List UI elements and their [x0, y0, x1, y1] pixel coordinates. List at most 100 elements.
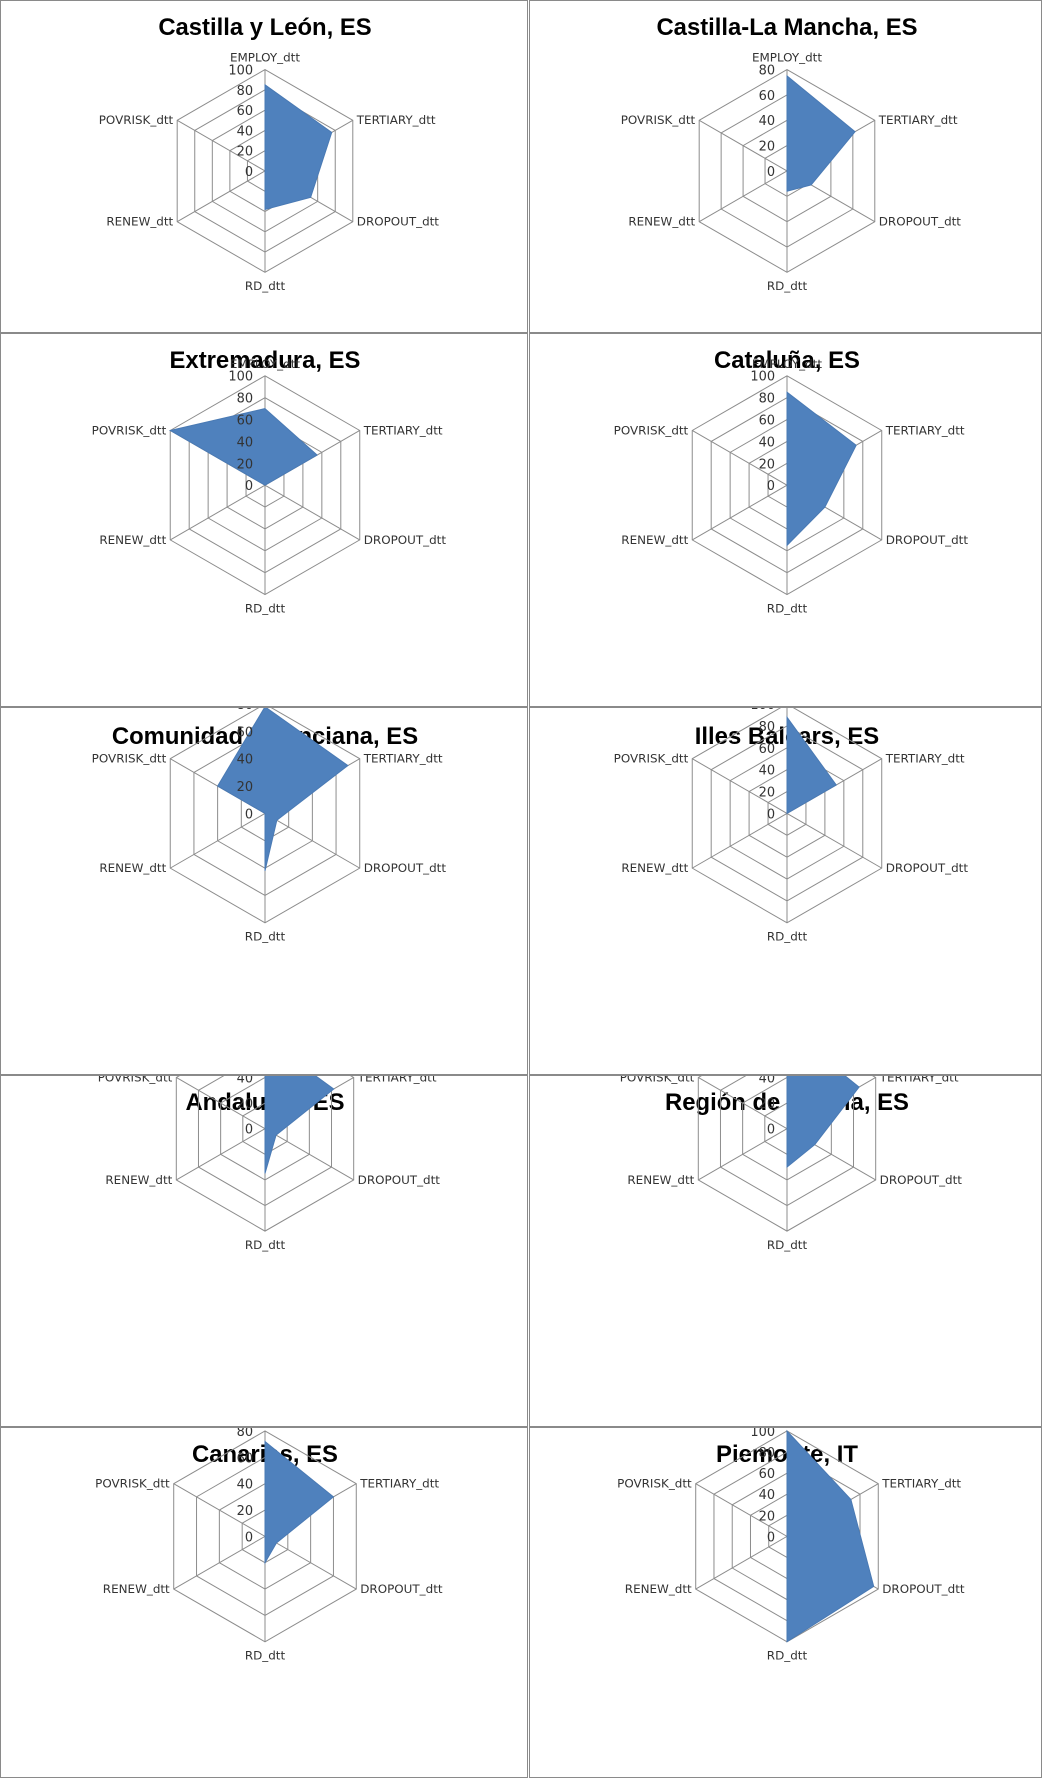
axis-label: DROPOUT_dtt — [358, 1173, 441, 1187]
axis-label: TERTIARY_dtt — [357, 1076, 437, 1084]
tick-label: 80 — [759, 64, 775, 79]
tick-label: 80 — [759, 720, 775, 735]
radar-spoke — [176, 1077, 266, 1130]
radar-spoke — [691, 812, 788, 869]
radar-chart: Comunidad Valenciana, ES020406080EMPLOY_… — [92, 708, 447, 944]
axis-label: POVRISK_dtt — [98, 1076, 173, 1084]
tick-label: 40 — [759, 1488, 775, 1503]
chart-title: Castilla y León, ES — [158, 14, 371, 41]
radar-spoke — [264, 1128, 354, 1181]
axis-label: TERTIARY_dtt — [879, 1076, 959, 1084]
axis-label: RD_dtt — [245, 1238, 286, 1252]
tick-label: 40 — [237, 124, 253, 139]
radar-chart: Región de Murcia, ES020406080EMPLOY_dttT… — [620, 1076, 962, 1252]
axis-label: DROPOUT_dtt — [886, 533, 969, 547]
tick-label: 0 — [767, 479, 775, 494]
tick-label: 100 — [750, 1428, 775, 1440]
radar-chart: Illes Balears, ES020406080100EMPLOY_dttT… — [614, 708, 969, 944]
tick-label: 20 — [759, 1097, 775, 1112]
axis-label: TERTIARY_dtt — [359, 1477, 439, 1491]
tick-label: 60 — [759, 89, 775, 104]
chart-title: Cataluña, ES — [714, 347, 860, 374]
tick-label: 40 — [237, 1076, 253, 1086]
radar-chart: Castilla-La Mancha, ES 0 20 40 60 80EMPLOY_dt… — [621, 14, 962, 293]
tick-label: 40 — [759, 764, 775, 779]
radar-spoke — [691, 758, 788, 814]
radar-chart-panel: Piemonte, IT020406080100EMPLOY_dttTERTIA… — [529, 1427, 1042, 1778]
tick-label: 0 — [245, 479, 253, 494]
radar-spoke — [691, 430, 788, 486]
radar-spoke — [264, 484, 360, 541]
chart-title: Extremadura, ES — [170, 347, 361, 374]
axis-label: DROPOUT_dtt — [879, 215, 962, 229]
axis-label: RENEW_dtt — [625, 1582, 692, 1596]
radar-chart-panel: Castilla-La Mancha, ES 0 20 40 60 80 EMPLOY_dt… — [529, 0, 1042, 333]
radar-spoke — [698, 170, 788, 223]
tick-label: 20 — [237, 1097, 253, 1112]
axis-label: RENEW_dtt — [105, 1173, 172, 1187]
tick-label: 60 — [759, 1467, 775, 1482]
radar-spoke — [173, 1483, 266, 1537]
radar-chart-panel: Andalucía, ES020406080EMPLOY_dttTERTIARY… — [0, 1075, 528, 1427]
radar-spoke — [786, 812, 882, 869]
tick-label: 100 — [750, 708, 775, 713]
tick-label: 0 — [245, 165, 253, 180]
radar-chart-panel: Illes Balears, ES020406080100EMPLOY_dttT… — [529, 707, 1042, 1075]
radar-spoke — [170, 812, 266, 869]
radar-chart: Canarias, ES020406080EMPLOY_dttTERTIARY_… — [95, 1428, 443, 1663]
axis-label: DROPOUT_dtt — [364, 861, 447, 875]
data-area — [264, 1076, 335, 1174]
tick-label: 60 — [237, 1451, 253, 1466]
radar-chart-panel: Región de Murcia, ES020406080EMPLOY_dttT… — [529, 1075, 1042, 1427]
tick-label: 0 — [245, 1530, 253, 1545]
axis-label: POVRISK_dtt — [614, 423, 689, 437]
tick-label: 0 — [767, 165, 775, 180]
data-area — [216, 708, 349, 871]
radar-chart-panel: Extremadura, ES 0 20 40 60 80 100 EMPLOY_dtt TER… — [0, 333, 528, 707]
axis-label: RD_dtt — [767, 1238, 808, 1252]
radar-chart-panel: Cataluña, ES 0 20 40 60 80 100 EMPLOY_dtt TERTIA… — [529, 333, 1042, 707]
axis-label: TERTIARY_dtt — [878, 113, 958, 127]
tick-label: 40 — [759, 114, 775, 129]
radar-spoke — [698, 1128, 788, 1181]
tick-label: 20 — [237, 457, 253, 472]
axis-label: RENEW_dtt — [99, 533, 166, 547]
data-area — [786, 715, 837, 815]
data-area — [264, 83, 333, 211]
axis-label: TERTIARY_dtt — [356, 113, 436, 127]
tick-label: 20 — [759, 1509, 775, 1524]
axis-label: POVRISK_dtt — [95, 1477, 170, 1491]
radar-spoke — [698, 1077, 788, 1130]
radar-spoke — [691, 484, 788, 541]
tick-label: 80 — [237, 1428, 253, 1440]
tick-label: 20 — [237, 145, 253, 160]
radar-spoke — [173, 1535, 266, 1590]
data-area — [786, 391, 857, 547]
axis-label: POVRISK_dtt — [99, 113, 174, 127]
tick-label: 20 — [237, 1504, 253, 1519]
radar-spoke — [695, 1535, 788, 1590]
tick-label: 20 — [759, 457, 775, 472]
tick-label: 0 — [767, 1530, 775, 1545]
radar-chart: Piemonte, IT020406080100EMPLOY_dttTERTIA… — [617, 1428, 965, 1663]
axis-label: TERTIARY_dtt — [885, 752, 965, 766]
axis-label: EMPLOY_dtt — [752, 357, 822, 371]
tick-label: 80 — [237, 84, 253, 99]
axis-label: RD_dtt — [767, 279, 808, 293]
axis-label: POVRISK_dtt — [614, 752, 689, 766]
tick-label: 80 — [237, 392, 253, 407]
axis-label: DROPOUT_dtt — [886, 861, 969, 875]
tick-label: 80 — [759, 1446, 775, 1461]
tick-label: 40 — [237, 753, 253, 768]
axis-label: TERTIARY_dtt — [363, 423, 443, 437]
axis-label: RENEW_dtt — [627, 1173, 694, 1187]
tick-label: 0 — [767, 1123, 775, 1138]
radar-spoke — [169, 484, 266, 541]
axis-label: EMPLOY_dtt — [230, 357, 300, 371]
radar-spoke — [176, 119, 266, 172]
tick-label: 20 — [759, 140, 775, 155]
axis-label: RENEW_dtt — [628, 215, 695, 229]
radar-chart: Andalucía, ES020406080EMPLOY_dttTERTIARY… — [98, 1076, 441, 1252]
axis-label: TERTIARY_dtt — [881, 1477, 961, 1491]
